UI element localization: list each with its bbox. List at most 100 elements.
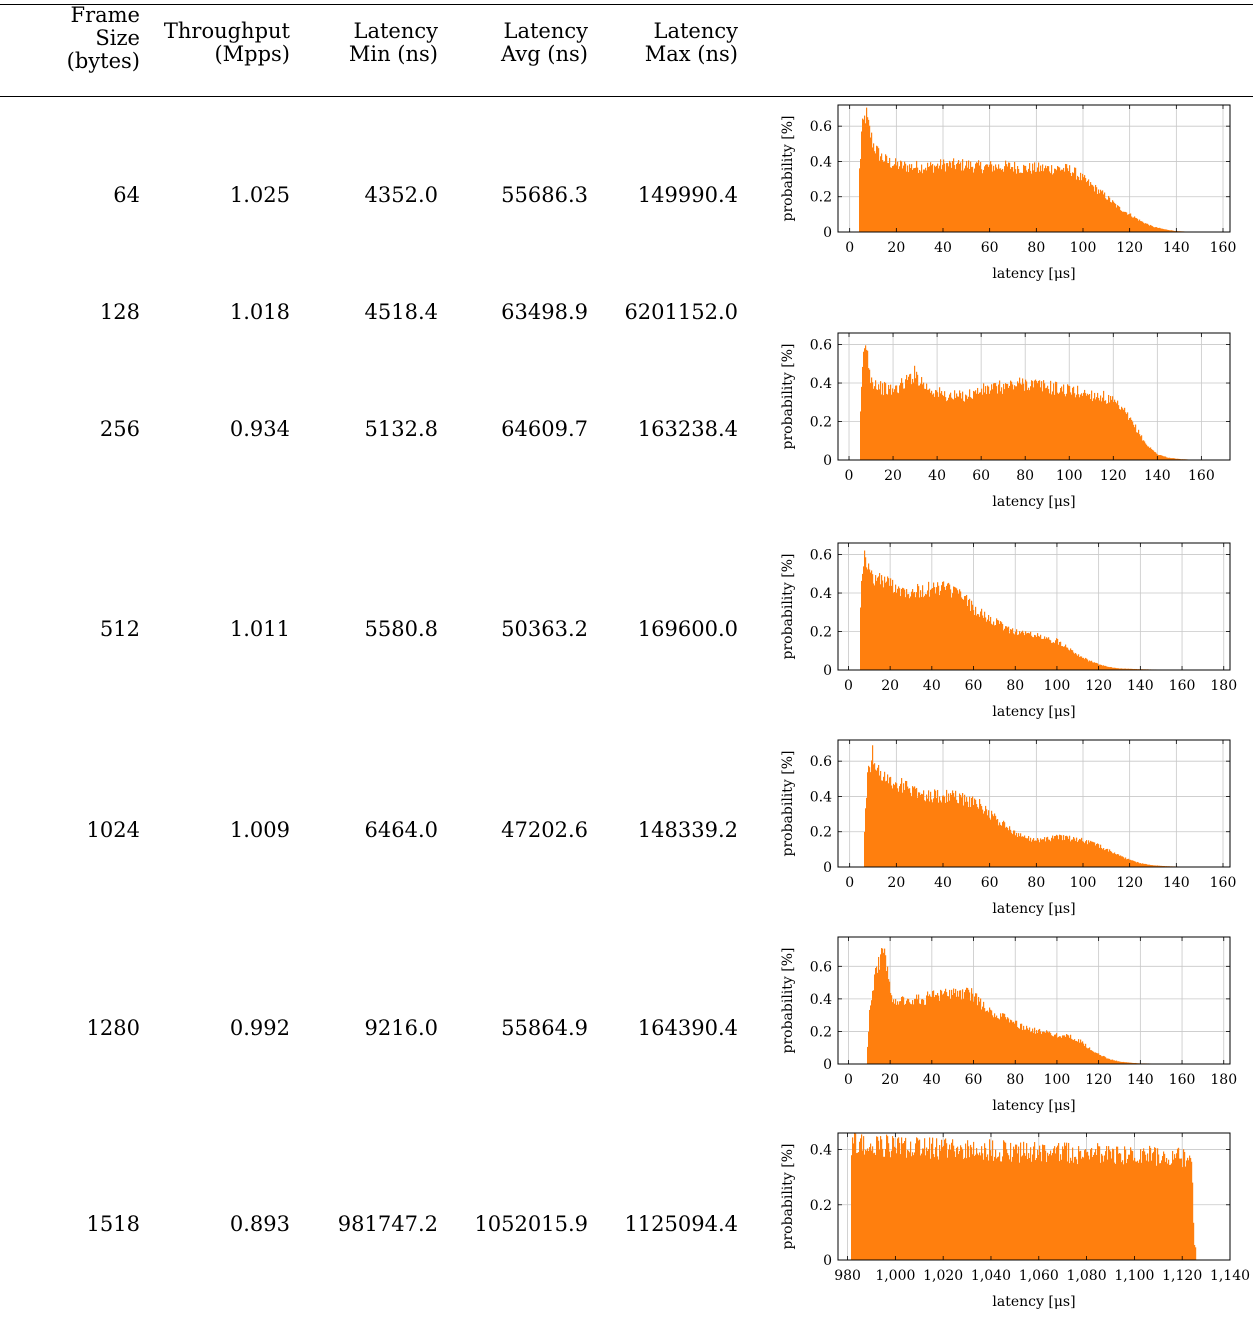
histogram-bar [1195, 1247, 1196, 1260]
x-tick-label: 20 [887, 240, 905, 256]
y-tick-label: 0.6 [810, 119, 832, 135]
cell-throughput: 1.018 [140, 300, 290, 324]
y-tick-label: 0.2 [810, 625, 832, 641]
cell-frame-size: 128 [20, 300, 140, 324]
cell-latency-min: 6464.0 [290, 818, 438, 842]
x-tick-label: 60 [965, 1072, 983, 1088]
cell-throughput: 1.009 [140, 818, 290, 842]
header-line: Throughput [140, 20, 290, 43]
histogram-bars [860, 551, 1204, 670]
x-tick-label: 180 [1210, 678, 1237, 694]
cell-latency-avg: 55864.9 [438, 1016, 588, 1040]
x-tick-label: 60 [972, 468, 990, 484]
y-tick-label: 0 [823, 1057, 832, 1073]
x-tick-label: 120 [1085, 1072, 1112, 1088]
x-tick-label: 20 [884, 468, 902, 484]
x-tick-label: 1,020 [923, 1268, 963, 1284]
cell-latency-max: 6201152.0 [588, 300, 738, 324]
x-tick-label: 20 [887, 875, 905, 891]
cell-latency-avg: 55686.3 [438, 183, 588, 207]
x-tick-label: 80 [1006, 1072, 1024, 1088]
cell-frame-size: 64 [20, 183, 140, 207]
y-tick-label: 0.6 [810, 548, 832, 564]
header-line: Latency [438, 20, 588, 43]
x-tick-label: 120 [1100, 468, 1127, 484]
cell-latency-max: 169600.0 [588, 617, 738, 641]
x-tick-label: 120 [1116, 875, 1143, 891]
y-tick-label: 0 [823, 1253, 832, 1269]
x-tick-label: 20 [881, 678, 899, 694]
y-axis-label: probability [%] [780, 344, 796, 450]
header-latency-min: Latency Min (ns) [290, 20, 438, 66]
x-tick-label: 0 [845, 468, 854, 484]
cell-latency-max: 148339.2 [588, 818, 738, 842]
cell-throughput: 1.025 [140, 183, 290, 207]
y-tick-label: 0.2 [810, 1198, 832, 1214]
header-frame-size: Frame Size (bytes) [20, 4, 140, 73]
x-tick-label: 160 [1169, 1072, 1196, 1088]
x-axis-label: latency [μs] [992, 494, 1075, 510]
x-tick-label: 80 [1027, 875, 1045, 891]
header-line: (bytes) [20, 50, 140, 73]
header-latency-max: Latency Max (ns) [588, 20, 738, 66]
y-tick-label: 0 [823, 663, 832, 679]
x-tick-label: 1,000 [875, 1268, 915, 1284]
histogram-bars [867, 948, 1192, 1064]
y-axis-label: probability [%] [780, 1144, 796, 1250]
x-tick-label: 60 [981, 240, 999, 256]
y-tick-label: 0.6 [810, 959, 832, 975]
x-tick-label: 0 [845, 240, 854, 256]
x-tick-label: 100 [1070, 875, 1097, 891]
x-tick-label: 100 [1070, 240, 1097, 256]
x-tick-label: 100 [1056, 468, 1083, 484]
y-axis-label: probability [%] [780, 948, 796, 1054]
y-tick-label: 0 [823, 860, 832, 876]
cell-latency-avg: 50363.2 [438, 617, 588, 641]
cell-frame-size: 1024 [20, 818, 140, 842]
x-tick-label: 120 [1085, 678, 1112, 694]
x-axis-label: latency [μs] [992, 901, 1075, 917]
x-tick-label: 1,100 [1114, 1268, 1154, 1284]
x-tick-label: 80 [1016, 468, 1034, 484]
cell-latency-min: 9216.0 [290, 1016, 438, 1040]
x-tick-label: 140 [1127, 678, 1154, 694]
x-tick-label: 160 [1169, 678, 1196, 694]
cell-frame-size: 256 [20, 417, 140, 441]
x-tick-label: 160 [1188, 468, 1215, 484]
x-tick-label: 60 [981, 875, 999, 891]
header-line: Max (ns) [588, 43, 738, 66]
y-tick-label: 0 [823, 225, 832, 241]
histogram-bars [851, 1134, 1196, 1260]
histogram-bars [860, 345, 1209, 460]
cell-throughput: 0.934 [140, 417, 290, 441]
x-tick-label: 80 [1006, 678, 1024, 694]
y-tick-label: 0.6 [810, 338, 832, 354]
x-tick-label: 40 [934, 875, 952, 891]
x-tick-label: 160 [1210, 240, 1237, 256]
x-tick-label: 120 [1116, 240, 1143, 256]
cell-latency-min: 981747.2 [290, 1212, 438, 1236]
x-tick-label: 0 [844, 1072, 853, 1088]
y-axis-label: probability [%] [780, 116, 796, 222]
y-tick-label: 0.4 [810, 376, 832, 392]
histogram-bars [864, 745, 1196, 867]
cell-latency-max: 164390.4 [588, 1016, 738, 1040]
cell-latency-avg: 1052015.9 [438, 1212, 588, 1236]
x-tick-label: 40 [923, 678, 941, 694]
x-tick-label: 980 [834, 1268, 861, 1284]
header-line: Latency [588, 20, 738, 43]
cell-throughput: 0.992 [140, 1016, 290, 1040]
x-axis-label: latency [μs] [992, 1098, 1075, 1114]
x-axis-label: latency [μs] [992, 266, 1075, 282]
cell-latency-max: 163238.4 [588, 417, 738, 441]
y-tick-label: 0.2 [810, 190, 832, 206]
cell-throughput: 0.893 [140, 1212, 290, 1236]
x-tick-label: 60 [965, 678, 983, 694]
y-tick-label: 0.2 [810, 825, 832, 841]
header-line: (Mpps) [140, 43, 290, 66]
x-tick-label: 1,060 [1019, 1268, 1059, 1284]
